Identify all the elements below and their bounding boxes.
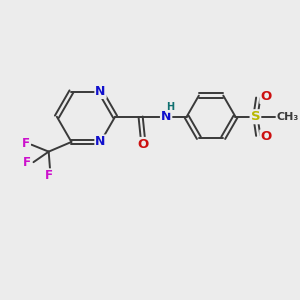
- Text: O: O: [138, 138, 149, 151]
- Text: N: N: [95, 85, 106, 98]
- Text: N: N: [161, 110, 171, 123]
- Text: F: F: [45, 169, 53, 182]
- Text: O: O: [260, 130, 272, 143]
- Text: S: S: [250, 110, 260, 123]
- Text: F: F: [23, 156, 31, 169]
- Text: CH₃: CH₃: [277, 112, 299, 122]
- Text: O: O: [260, 90, 272, 103]
- Text: F: F: [22, 137, 30, 150]
- Text: H: H: [166, 102, 174, 112]
- Text: N: N: [95, 135, 106, 148]
